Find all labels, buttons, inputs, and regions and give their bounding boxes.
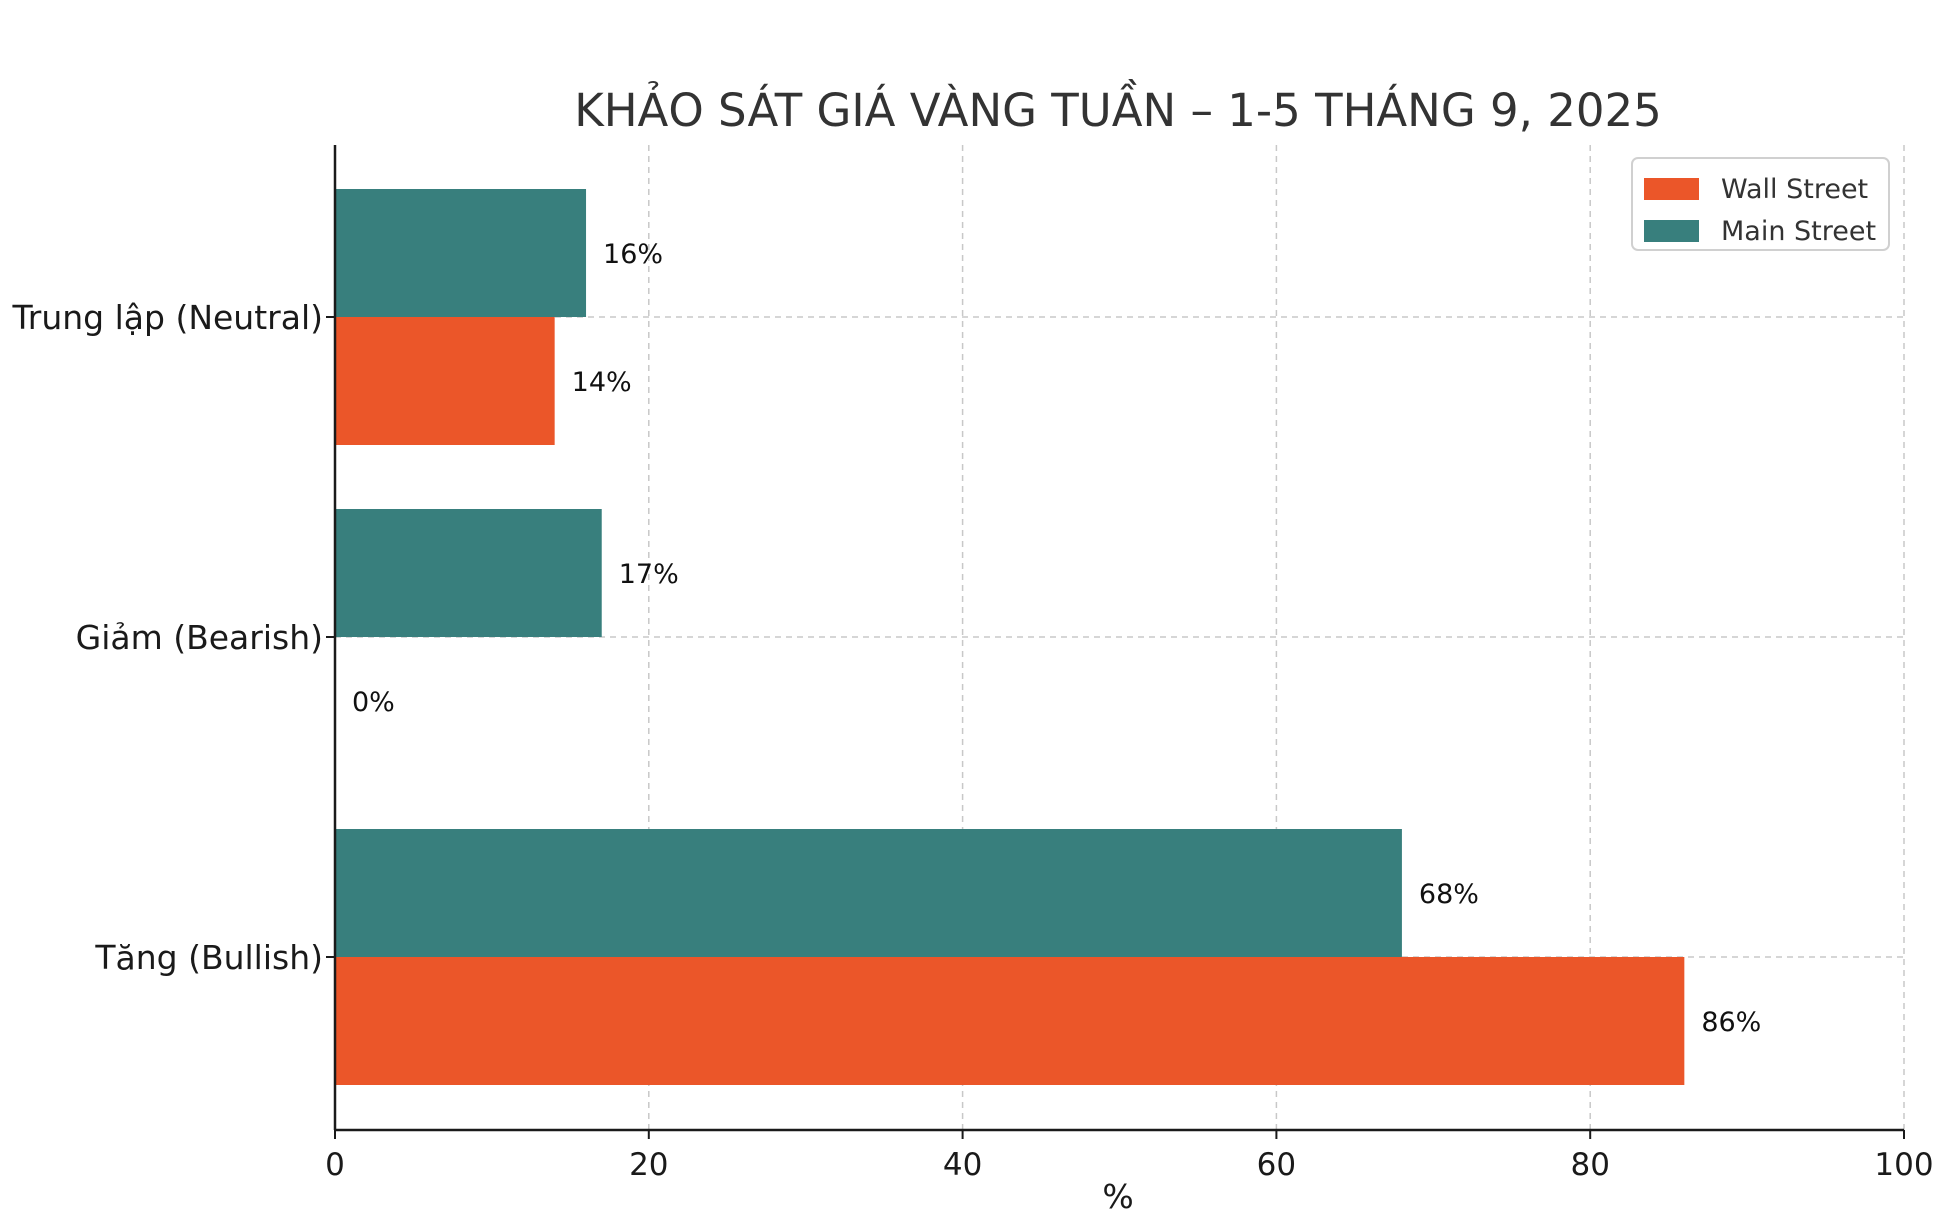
- x-tick-label: 40: [943, 1147, 982, 1183]
- y-tick-label: Trung lập (Neutral): [11, 298, 323, 337]
- legend-swatch: [1644, 178, 1699, 200]
- x-tick-label: 80: [1570, 1147, 1609, 1183]
- x-tick-label: 100: [1874, 1147, 1933, 1183]
- data-label: 17%: [619, 559, 679, 590]
- bars-layer: [335, 189, 1685, 1085]
- chart-title: KHẢO SÁT GIÁ VÀNG TUẦN – 1-5 THÁNG 9, 20…: [574, 80, 1662, 137]
- x-tick-label: 60: [1257, 1147, 1296, 1183]
- legend-label: Main Street: [1721, 216, 1876, 247]
- data-label: 14%: [572, 367, 632, 398]
- data-label: 16%: [603, 239, 663, 270]
- axes-layer: 0 20 40 60 80 100 Tăng (Bullish) Giảm (Bearish)…: [11, 145, 1934, 1183]
- y-tick-label: Giảm (Bearish): [76, 618, 323, 657]
- bar-wall-street: [335, 957, 1685, 1085]
- legend-swatch: [1644, 220, 1699, 242]
- legend: Wall Street Main Street: [1631, 157, 1890, 251]
- x-tick-label: 0: [325, 1147, 345, 1183]
- data-label: 68%: [1419, 879, 1479, 910]
- legend-label: Wall Street: [1721, 174, 1868, 205]
- labels-layer: 86% 68% 0% 17% 14% 16%: [352, 239, 1761, 1038]
- bar-main-street: [335, 509, 602, 637]
- x-axis-label: %: [1102, 1177, 1133, 1216]
- data-label: 0%: [352, 687, 395, 718]
- y-tick-label: Tăng (Bullish): [94, 938, 323, 977]
- data-label: 86%: [1701, 1007, 1761, 1038]
- bar-main-street: [335, 829, 1402, 957]
- bar-wall-street: [335, 317, 555, 445]
- bar-main-street: [335, 189, 587, 317]
- x-tick-label: 20: [629, 1147, 668, 1183]
